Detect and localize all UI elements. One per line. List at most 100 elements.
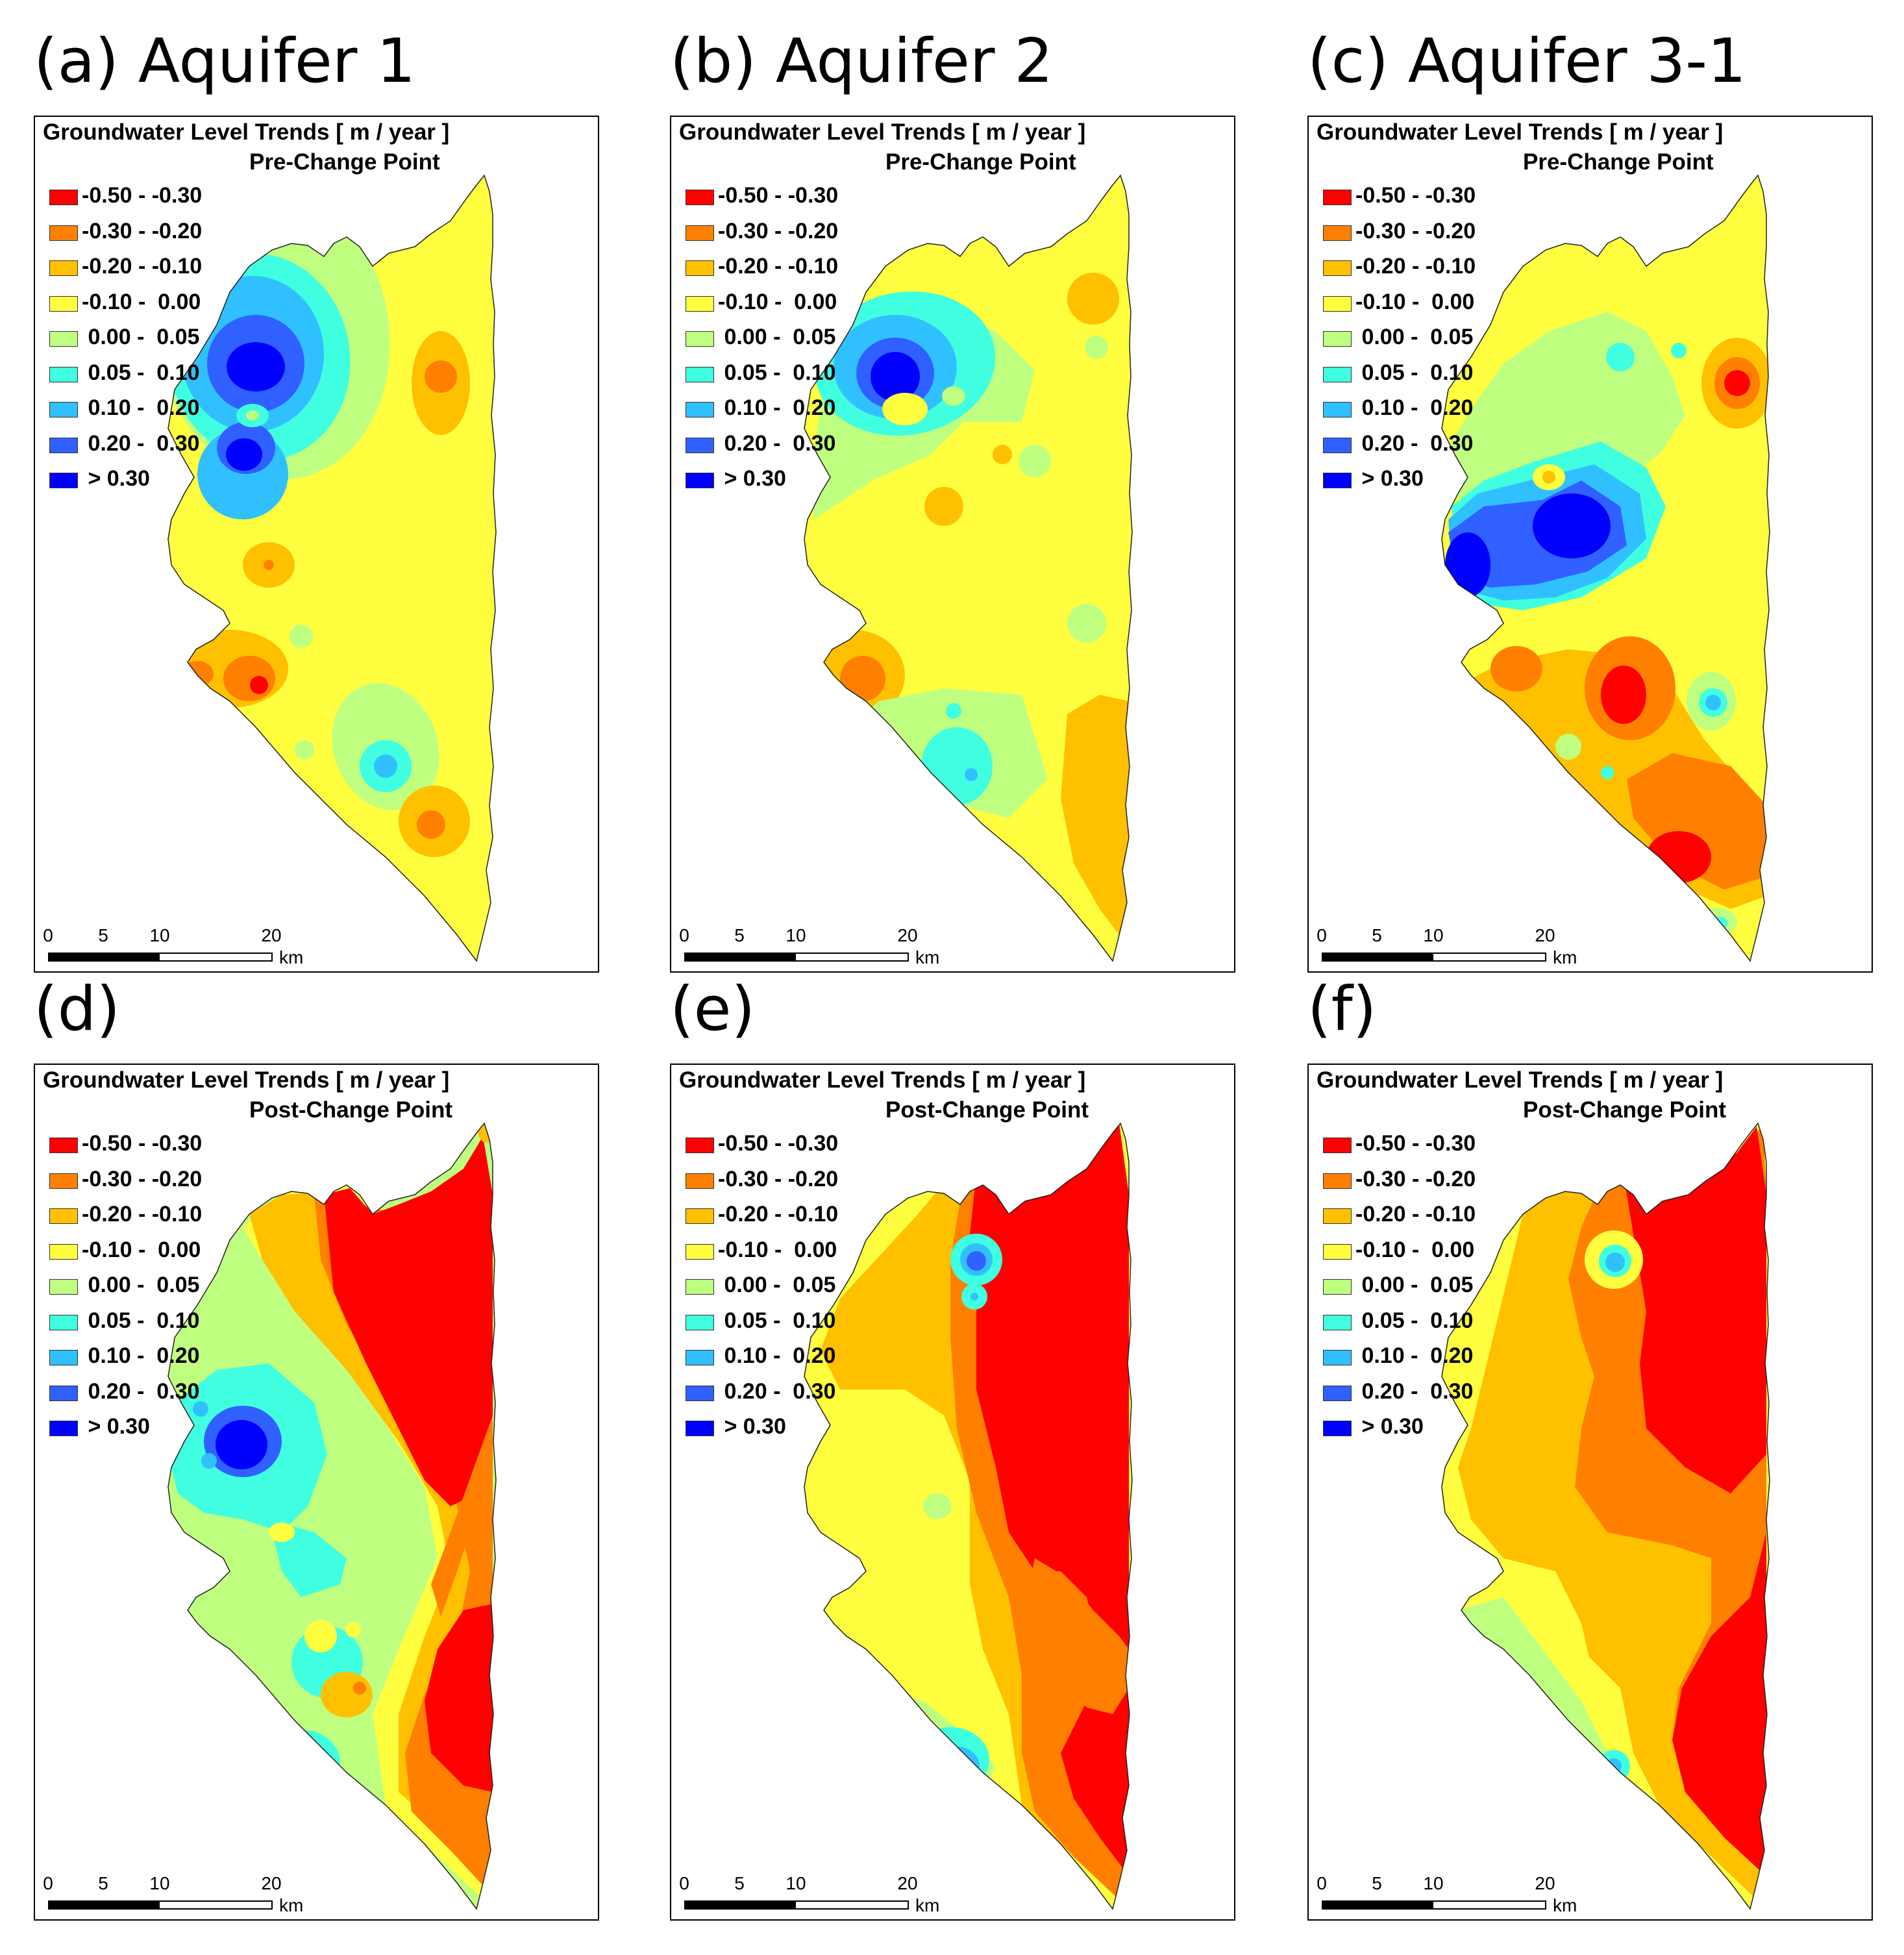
legend-swatch [1323, 1421, 1352, 1436]
trend-zone [425, 360, 457, 393]
legend-swatch [1323, 260, 1352, 276]
study-area-outline [167, 1122, 497, 1910]
scale-tick-label: 0 [679, 925, 689, 945]
trend-zone [1671, 343, 1687, 358]
legend-label: 0.00 - 0.05 [82, 1273, 200, 1297]
legend-swatch [49, 1243, 78, 1260]
trend-zone [1601, 666, 1646, 724]
trend-zone [269, 1523, 295, 1542]
scale-tick-label: 10 [1423, 1873, 1444, 1893]
trend-zone [216, 1420, 267, 1469]
legend-label: -0.10 - 0.00 [82, 289, 201, 314]
trend-zone [201, 1453, 217, 1469]
scale-segment [158, 953, 273, 962]
scale-tick-label: 5 [734, 1873, 745, 1893]
trend-zone [1672, 1532, 1766, 1876]
legend-label: 0.10 - 0.20 [82, 395, 200, 420]
trend-zone [1542, 471, 1555, 484]
scale-unit: km [279, 947, 304, 967]
legend-swatch [686, 402, 714, 417]
trend-zone [345, 1622, 361, 1637]
trend-zone [227, 342, 285, 392]
legend-swatch [1323, 1350, 1352, 1365]
trend-zone [871, 352, 920, 401]
scale-tick-label: 10 [785, 925, 806, 945]
legend-swatch [49, 190, 78, 205]
scale-bar: 0 5 10 20 km [43, 1873, 303, 1919]
trend-zone [425, 1604, 493, 1792]
legend-label: -0.30 - -0.20 [82, 1166, 203, 1191]
trend-zone [1067, 273, 1119, 325]
trend-zone [1601, 766, 1614, 779]
trend-zone [1605, 1252, 1625, 1272]
legend-swatch [1323, 1385, 1352, 1401]
map-panel-c: Groundwater Level Trends [ m / year ] Pre… [1307, 116, 1873, 973]
scale-unit: km [279, 1895, 304, 1915]
scale-tick-label: 20 [261, 925, 282, 945]
legend-label: > 0.30 [1355, 1414, 1424, 1439]
trend-zone [264, 560, 274, 570]
trend-zone [283, 1743, 332, 1789]
trend-zone [1445, 532, 1490, 597]
legend-label: 0.10 - 0.20 [82, 1343, 200, 1368]
legend-period: Post-Change Point [249, 1097, 453, 1123]
scale-tick-label: 5 [1372, 925, 1382, 945]
trend-map [1441, 1122, 1770, 1910]
legend-title: Groundwater Level Trends [ m / year ] [679, 1067, 1086, 1093]
map-panel-e: Groundwater Level Trends [ m / year ] Pos… [670, 1064, 1235, 1921]
trend-zone [250, 676, 268, 694]
trend-zone [921, 727, 993, 805]
scale-tick-label: 5 [98, 925, 108, 945]
trend-zone [1085, 336, 1108, 359]
scale-segment [795, 1900, 909, 1910]
trend-zone [1061, 695, 1129, 935]
scale-segment [1432, 953, 1546, 962]
legend-label: -0.20 - -0.10 [82, 1202, 203, 1227]
legend-swatch [686, 1279, 714, 1295]
trend-zone [923, 1493, 952, 1519]
legend-swatch [686, 1243, 714, 1260]
legend-swatch [49, 225, 78, 241]
trend-zone [993, 445, 1012, 464]
legend-title: Groundwater Level Trends [ m / year ] [1317, 1067, 1724, 1093]
legend-label: 0.20 - 0.30 [1355, 430, 1474, 456]
legend-swatch [1323, 1138, 1352, 1153]
scale-tick-label: 10 [149, 925, 170, 945]
scale-segment [684, 1900, 796, 1910]
legend-period: Post-Change Point [1523, 1097, 1727, 1123]
legend-label: > 0.30 [718, 466, 786, 491]
legend-swatch [1323, 1173, 1352, 1189]
legend-label: 0.10 - 0.20 [1355, 1343, 1474, 1368]
legend-label: 0.00 - 0.05 [82, 325, 200, 349]
legend-swatch [1323, 225, 1352, 241]
legend-label: -0.10 - 0.00 [82, 1237, 201, 1262]
scale-segment [1322, 1900, 1433, 1910]
legend-period: Pre-Change Point [1523, 149, 1714, 175]
scale-tick-label: 5 [734, 925, 745, 945]
legend-label: 0.00 - 0.05 [1355, 1273, 1474, 1297]
legend-swatch [49, 402, 78, 417]
trend-zone [946, 703, 961, 719]
legend-period: Pre-Change Point [885, 149, 1076, 175]
trend-zone [374, 754, 397, 778]
trend-zone [290, 625, 313, 648]
scale-segment [48, 953, 160, 962]
trend-zone [269, 1730, 340, 1795]
scale-tick-label: 0 [1317, 925, 1327, 945]
legend-swatch [686, 1314, 714, 1330]
legend-label: 0.20 - 0.30 [718, 1378, 836, 1404]
legend-label: -0.20 - -0.10 [1355, 254, 1476, 279]
legend-label: -0.50 - -0.30 [82, 1131, 203, 1156]
panel-a-label: (a) Aquifer 1 [34, 26, 416, 97]
map-panel-a: Groundwater Level Trends [ m / year ] Pre… [34, 116, 599, 973]
trend-zone [193, 1401, 208, 1417]
legend-swatch [49, 1314, 78, 1330]
scale-segment [158, 1900, 273, 1910]
legend-swatch [1323, 1279, 1352, 1295]
trend-map [167, 1122, 497, 1910]
scale-bar: 0 5 10 20 km [1317, 925, 1577, 971]
legend-swatch [49, 1385, 78, 1401]
legend-label: 0.10 - 0.20 [1355, 395, 1474, 420]
panel-e-label: (e) [670, 974, 756, 1045]
trend-zone [417, 810, 445, 839]
